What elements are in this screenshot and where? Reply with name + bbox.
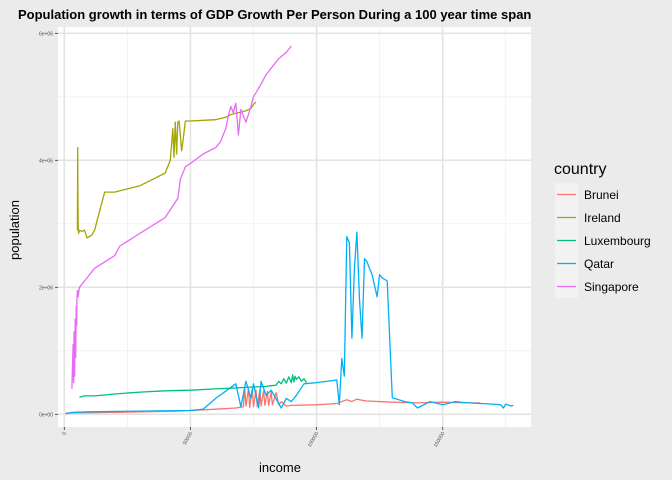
grid-lines — [58, 27, 531, 427]
x-tick-label: 0 — [61, 431, 68, 437]
series-lines — [65, 45, 514, 415]
y-tick-label: 2e+06 — [39, 285, 53, 291]
legend-label-singapore: Singapore — [584, 280, 639, 294]
x-axis-title: income — [259, 460, 301, 475]
legend-title: country — [554, 161, 606, 178]
legend-label-brunei: Brunei — [584, 188, 619, 202]
legend: country Brunei Ireland Luxembourg Qatar Sing… — [554, 161, 651, 298]
legend-label-qatar: Qatar — [584, 257, 614, 271]
legend-label-ireland: Ireland — [584, 211, 621, 225]
series-line-qatar — [65, 231, 514, 415]
x-tick-label: 100000 — [307, 431, 321, 449]
y-axis-title: population — [7, 200, 22, 260]
y-tick-label: 4e+06 — [39, 158, 53, 164]
y-tick-label: 0e+00 — [39, 412, 53, 418]
plot-panel — [58, 27, 531, 427]
series-line-brunei — [65, 386, 481, 414]
series-line-ireland — [76, 101, 257, 239]
series-line-luxembourg — [79, 374, 308, 398]
y-tick-label: 6e+06 — [39, 31, 53, 37]
legend-label-luxembourg: Luxembourg — [584, 234, 651, 248]
x-tick-label: 50000 — [182, 431, 194, 446]
chart-title: Population growth in terms of GDP Growth… — [18, 7, 531, 22]
x-tick-label: 150000 — [433, 431, 447, 449]
series-line-singapore — [71, 45, 292, 389]
